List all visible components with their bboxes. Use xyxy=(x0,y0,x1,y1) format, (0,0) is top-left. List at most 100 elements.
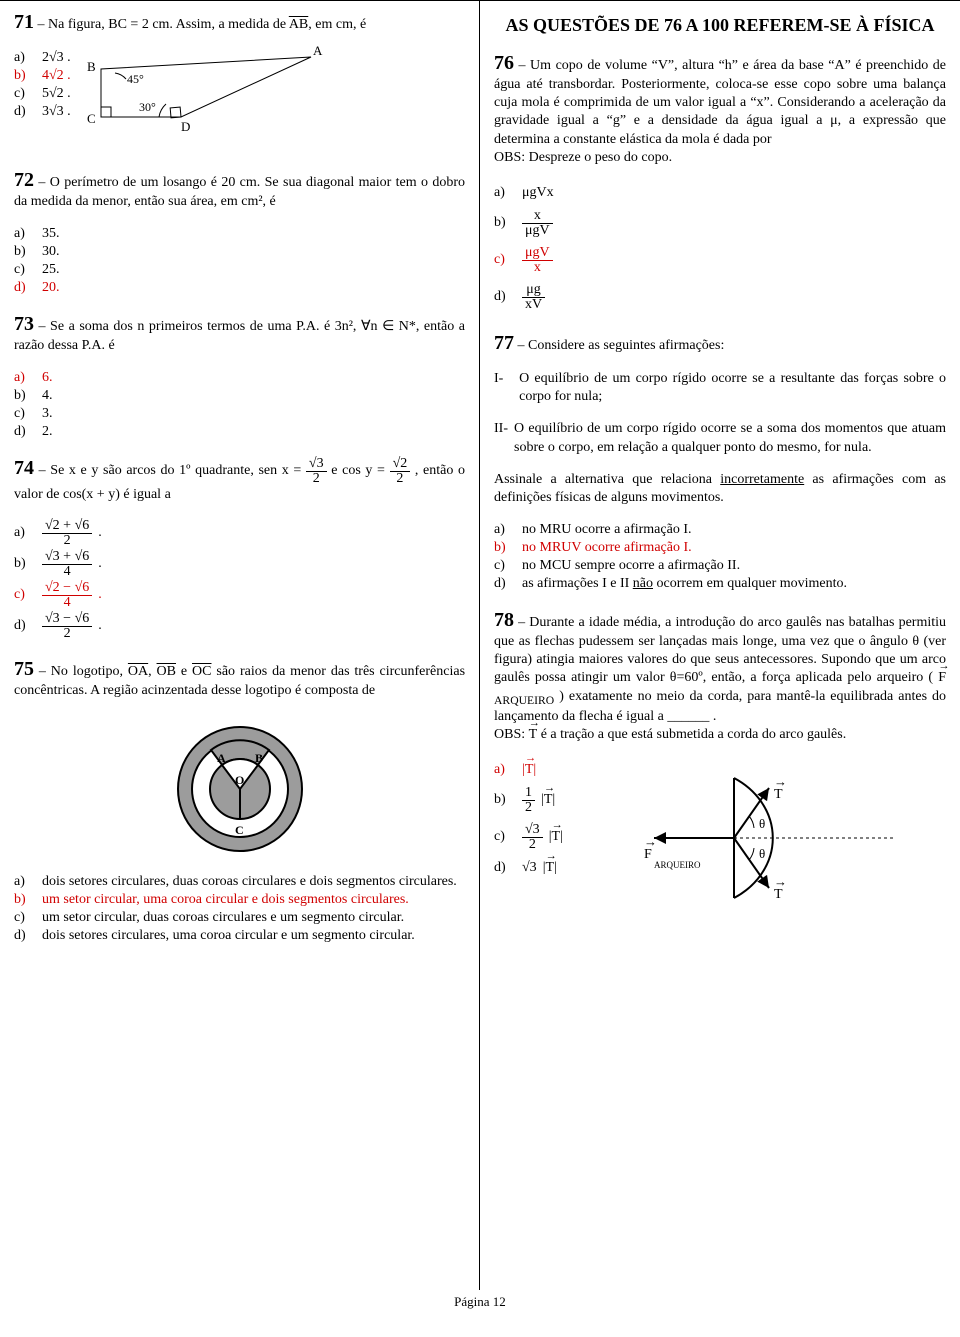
svg-text:D: D xyxy=(181,119,190,134)
q71-opt-b: 4√2 . xyxy=(42,68,71,84)
q74-number: 74 xyxy=(14,457,34,479)
q76-number: 76 xyxy=(494,52,514,74)
q76-options: a)μgVx b) xμgV c) μgVx d) μgxV xyxy=(494,181,946,316)
q71-options: a)2√3 . b)4√2 . c)5√2 . d)3√3 . xyxy=(14,49,71,121)
svg-text:O: O xyxy=(235,773,244,787)
question-75: 75 – No logotipo, OA, OB e OC são raios … xyxy=(14,656,465,700)
q78-vec-t: T xyxy=(529,726,538,744)
q78-obs-b: é a tração a que está submetida a corda … xyxy=(537,727,846,742)
q77-stmt-i: I- O equilíbrio de um corpo rígido ocorr… xyxy=(494,370,946,406)
q77-stmt-ii: II- O equilíbrio de um corpo rígido ocor… xyxy=(494,420,946,456)
q74-prompt-a: – Se x e y são arcos do 1º quadrante, se… xyxy=(39,463,306,478)
q72-opt-d: 20. xyxy=(42,280,60,296)
q76-opt-a: μgVx xyxy=(522,185,554,201)
svg-text:F: F xyxy=(644,847,652,862)
q73-prompt: – Se a soma dos n primeiros termos de um… xyxy=(14,319,465,353)
q78-vec-f: F xyxy=(938,669,946,687)
q75-figure: A B C O xyxy=(165,714,315,864)
q78-options: a) |T| b) 12 |T| c) √32 |T| d) √3 |T| xyxy=(494,758,604,880)
physics-section-title: AS QUESTÕES DE 76 A 100 REFEREM-SE À FÍS… xyxy=(494,15,946,36)
svg-text:C: C xyxy=(87,111,96,126)
svg-text:A: A xyxy=(313,43,323,58)
q78-prompt-b: ) exatamente no meio da corda, para mant… xyxy=(494,689,946,724)
q78-opt-d-pre: √3 xyxy=(522,860,537,876)
q78-prompt-a: – Durante a idade média, a introdução do… xyxy=(494,615,946,685)
question-73: 73 – Se a soma dos n primeiros termos de… xyxy=(14,311,465,355)
q71-opt-c-key: c) xyxy=(14,86,36,102)
question-71: 71 – Na figura, BC = 2 cm. Assim, a medi… xyxy=(14,9,465,35)
q76-opt-b-frac: xμgV xyxy=(522,209,553,238)
q78-opt-c-frac: √32 xyxy=(522,823,543,852)
q73-options: a)6. b)4. c)3. d)2. xyxy=(14,369,465,441)
left-column: 71 – Na figura, BC = 2 cm. Assim, a medi… xyxy=(0,1,480,1290)
q73-number: 73 xyxy=(14,313,34,335)
q71-number: 71 xyxy=(14,11,34,33)
q75-opt-a: dois setores circulares, duas coroas cir… xyxy=(42,874,457,890)
q77-opt-b: no MRUV ocorre afirmação I. xyxy=(522,540,692,556)
q71-figure: A B C D 45° 30° xyxy=(81,49,321,149)
q74-opt-a-frac: √2 + √62 xyxy=(42,519,92,548)
q76-opt-c-frac: μgVx xyxy=(522,246,553,275)
q75-opt-b: um setor circular, uma coroa circular e … xyxy=(42,892,409,908)
page-number: Página 12 xyxy=(0,1290,960,1320)
q75-prompt-a: – No logotipo, xyxy=(39,664,128,679)
q73-opt-d: 2. xyxy=(42,424,53,440)
q78-figure: → T → T → F ARQUEIRO θ θ xyxy=(614,758,914,918)
q78-body: a) |T| b) 12 |T| c) √32 |T| d) √3 |T| xyxy=(494,758,946,918)
q76-opt-d-frac: μgxV xyxy=(522,283,545,312)
svg-text:C: C xyxy=(235,823,244,837)
q74-options: a) √2 + √62 . b) √3 + √64 . c) √2 − √64 … xyxy=(14,518,465,642)
q78-opt-b-frac: 12 xyxy=(522,786,535,815)
q78-opt-a: |T| xyxy=(522,762,536,778)
q77-number: 77 xyxy=(494,332,514,354)
q73-opt-b: 4. xyxy=(42,388,53,404)
q77-opt-d: as afirmações I e II não ocorrem em qual… xyxy=(522,576,847,592)
q74-opt-d-frac: √3 − √62 xyxy=(42,612,92,641)
q71-prompt-b: , em cm, é xyxy=(308,17,366,32)
q75-figure-wrap: A B C O xyxy=(14,714,465,869)
q77-opt-a: no MRU ocorre a afirmação I. xyxy=(522,522,691,538)
svg-text:30°: 30° xyxy=(139,100,156,114)
page: 71 – Na figura, BC = 2 cm. Assim, a medi… xyxy=(0,0,960,1290)
svg-text:θ: θ xyxy=(759,846,765,861)
q73-opt-c: 3. xyxy=(42,406,53,422)
q72-opt-a: 35. xyxy=(42,226,60,242)
q77-intro: – Considere as seguintes afirmações: xyxy=(518,338,725,353)
q75-seg-oc: OC xyxy=(192,664,211,679)
q78-number: 78 xyxy=(494,609,514,631)
q77-options: a)no MRU ocorre a afirmação I. b)no MRUV… xyxy=(494,521,946,593)
q75-seg-ob: OB xyxy=(157,664,176,679)
question-74: 74 – Se x e y são arcos do 1º quadrante,… xyxy=(14,455,465,503)
q74-senx-frac: √32 xyxy=(306,457,327,486)
q73-opt-a: 6. xyxy=(42,370,53,386)
svg-text:ARQUEIRO: ARQUEIRO xyxy=(654,860,701,870)
q71-segment-ab: AB xyxy=(289,17,308,32)
question-78: 78 – Durante a idade média, a introdução… xyxy=(494,607,946,744)
q72-options: a)35. b)30. c)25. d)20. xyxy=(14,225,465,297)
svg-text:B: B xyxy=(87,59,96,74)
q71-prompt-a: – Na figura, BC = 2 cm. Assim, a medida … xyxy=(38,17,289,32)
q75-opt-d: dois setores circulares, uma coroa circu… xyxy=(42,928,415,944)
q76-obs: OBS: Despreze o peso do copo. xyxy=(494,150,672,165)
q75-options: a)dois setores circulares, duas coroas c… xyxy=(14,873,465,945)
q72-opt-b: 30. xyxy=(42,244,60,260)
q71-opt-a-key: a) xyxy=(14,50,36,66)
svg-text:θ: θ xyxy=(759,816,765,831)
q72-prompt: – O perímetro de um losango é 20 cm. Se … xyxy=(14,175,465,209)
q71-opt-d-key: d) xyxy=(14,104,36,120)
svg-text:45°: 45° xyxy=(127,72,144,86)
q72-number: 72 xyxy=(14,169,34,191)
svg-text:B: B xyxy=(255,751,263,765)
q74-opt-c-frac: √2 − √64 xyxy=(42,581,92,610)
q74-cosy-frac: √22 xyxy=(390,457,411,486)
q77-opt-c: no MCU sempre ocorre a afirmação II. xyxy=(522,558,740,574)
svg-text:T: T xyxy=(774,887,783,902)
q72-opt-c: 25. xyxy=(42,262,60,278)
q71-opt-d: 3√3 . xyxy=(42,104,71,120)
q78-obs-a: OBS: xyxy=(494,727,529,742)
q71-opt-b-key: b) xyxy=(14,68,36,84)
q75-seg-oa: OA xyxy=(128,664,148,679)
q74-prompt-b: e cos y = xyxy=(331,463,389,478)
q71-opt-c: 5√2 . xyxy=(42,86,71,102)
question-72: 72 – O perímetro de um losango é 20 cm. … xyxy=(14,167,465,211)
